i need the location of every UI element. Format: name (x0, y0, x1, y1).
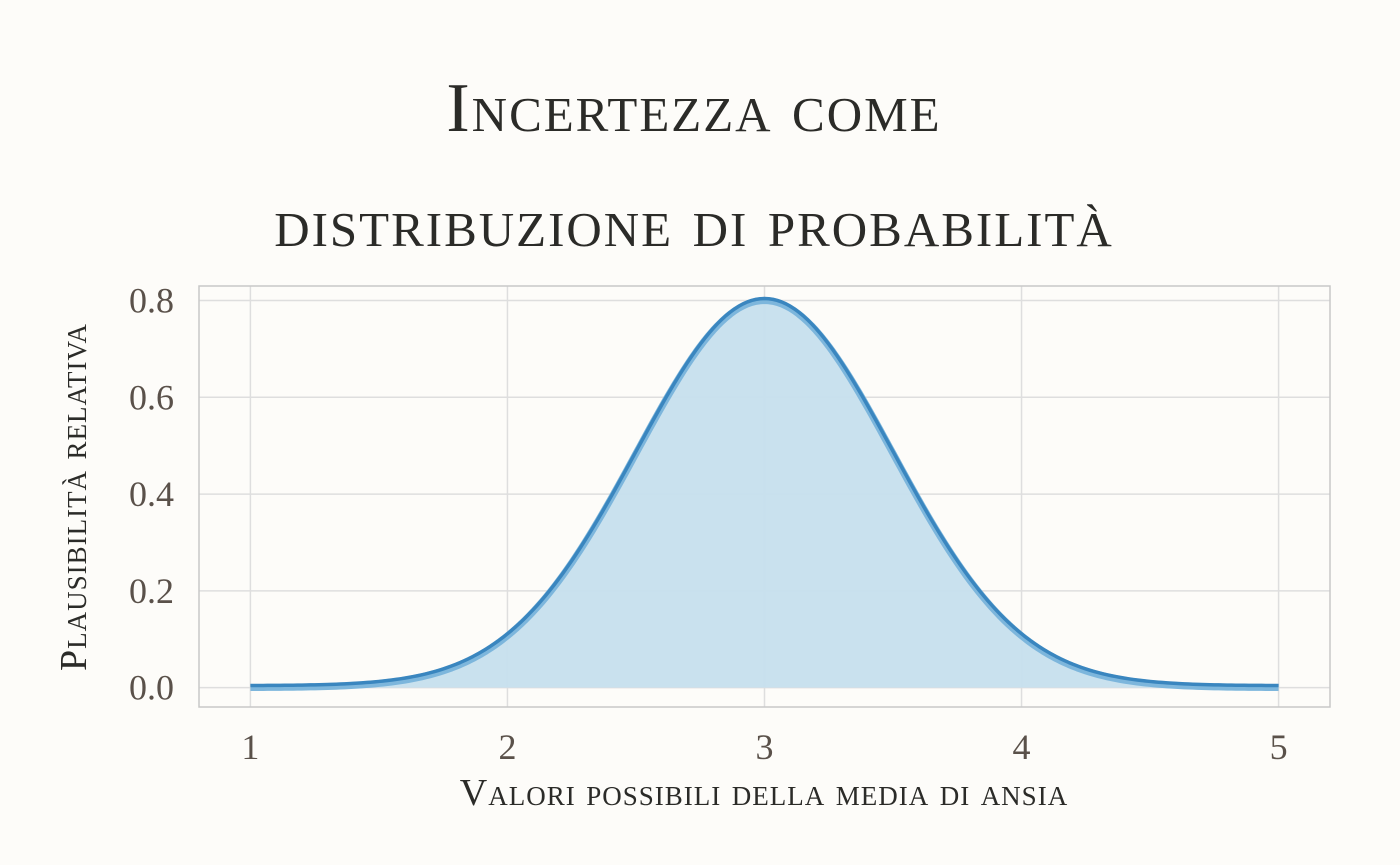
density-line-glow (250, 297, 1279, 692)
density-line (250, 296, 1279, 688)
y-tick-label: 0.0 (129, 668, 174, 708)
x-axis-label: Valori possibili della media di ansia (460, 772, 1068, 814)
y-tick-label: 0.2 (129, 571, 174, 611)
density-area (250, 296, 1279, 692)
y-tick-label: 0.6 (129, 377, 174, 417)
x-tick-label: 3 (756, 727, 774, 767)
chart-title: Incertezza come distribuzione di probabi… (274, 70, 1114, 262)
y-axis-ticks: 0.0 0.2 0.4 0.6 0.8 (129, 281, 174, 708)
x-tick-label: 5 (1270, 727, 1288, 767)
density-fill (250, 300, 1279, 688)
x-tick-label: 2 (498, 727, 516, 767)
x-axis-ticks: 1 2 3 4 5 (241, 727, 1287, 767)
plot-panel (198, 285, 1331, 708)
x-tick-label: 1 (241, 727, 259, 767)
chart-title-line-2: distribuzione di probabilità (274, 185, 1114, 262)
y-tick-label: 0.8 (129, 281, 174, 321)
chart-title-line-1: Incertezza come (446, 70, 941, 147)
y-axis-label: Plausibilità relativa (53, 323, 95, 671)
x-tick-label: 4 (1013, 727, 1031, 767)
y-tick-label: 0.4 (129, 474, 174, 514)
